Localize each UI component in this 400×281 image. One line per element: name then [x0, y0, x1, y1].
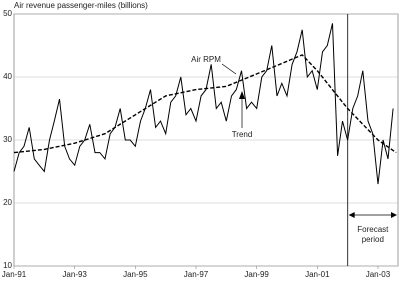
leader-line	[221, 63, 237, 75]
forecast-label: period	[362, 235, 384, 244]
x-tick-label: Jan-97	[184, 270, 209, 279]
series-line	[13, 54, 397, 154]
series-label: Trend	[232, 130, 253, 139]
series-line	[13, 23, 394, 185]
y-tick-label: 30	[3, 135, 12, 144]
forecast-label: Forecast	[357, 225, 389, 234]
y-tick-label: 10	[3, 261, 12, 270]
y-tick-label: 20	[3, 198, 12, 207]
arrow-head	[391, 212, 397, 218]
series-label: Air RPM	[191, 55, 221, 64]
y-tick-label: 50	[3, 9, 12, 18]
x-tick-label: Jan-99	[244, 270, 269, 279]
x-tick-label: Jan-91	[2, 270, 27, 279]
y-axis-label: Air revenue passenger-miles (billions)	[14, 1, 148, 10]
arrow-head	[239, 91, 245, 99]
x-tick-label: Jan-01	[305, 270, 330, 279]
x-tick-label: Jan-93	[62, 270, 87, 279]
x-tick-label: Jan-03	[366, 270, 391, 279]
x-tick-label: Jan-95	[123, 270, 148, 279]
arrow-head	[348, 212, 355, 218]
y-tick-label: 40	[3, 72, 12, 81]
